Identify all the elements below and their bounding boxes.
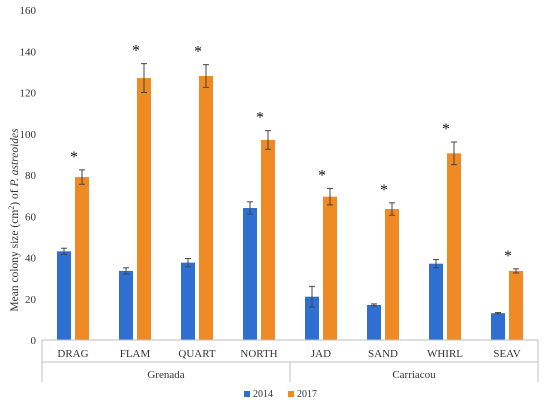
legend: 2014 2017 (244, 389, 317, 400)
significance-star: * (194, 44, 202, 61)
category-label-north: NORTH (240, 348, 277, 360)
legend-swatch-2017 (288, 391, 294, 397)
axes (41, 339, 539, 382)
significance-star: * (504, 248, 512, 265)
group-label-grenada: Grenada (147, 369, 184, 381)
bar-2014-sand (367, 304, 381, 340)
significance-star: * (380, 182, 388, 199)
y-tick-label: 140 (20, 46, 37, 58)
bar-2014-flam (119, 270, 133, 340)
bar-2017-north (261, 139, 275, 340)
bar-2017-flam (137, 78, 151, 340)
category-label-whirl: WHIRL (427, 348, 463, 360)
bar-2014-whirl (429, 263, 443, 340)
category-label-seav: SEAV (493, 348, 520, 360)
category-label-drag: DRAG (57, 348, 88, 360)
bar-2017-jad (323, 196, 337, 340)
significance-star: * (70, 149, 78, 166)
y-tick-label: 80 (25, 170, 37, 182)
bar-2014-quart (181, 262, 195, 340)
category-label-jad: JAD (311, 348, 331, 360)
y-tick-label: 160 (20, 5, 37, 17)
bar-2014-jad (305, 296, 319, 340)
legend-swatch-2014 (244, 391, 250, 397)
bar-2017-seav (509, 270, 523, 340)
y-tick-label: 120 (20, 88, 37, 100)
x-axis-labels: DRAG FLAM QUART NORTH JAD SAND WHIRL SEAV Grenad… (57, 348, 520, 381)
legend-label-2014: 2014 (253, 389, 273, 400)
significance-star: * (442, 121, 450, 138)
bar-2017-drag (75, 177, 89, 340)
y-axis-label: Mean colony size (cm2) of P. astreoides (7, 128, 22, 312)
y-tick-label: 100 (20, 129, 37, 141)
bar-2017-whirl (447, 153, 461, 340)
category-label-quart: QUART (178, 348, 216, 360)
bar-2014-seav (491, 313, 505, 340)
category-label-flam: FLAM (120, 348, 151, 360)
significance-star: * (318, 167, 326, 184)
bar-2017-sand (385, 209, 399, 340)
group-label-carriacou: Carriacou (392, 369, 436, 381)
significance-star: * (256, 110, 264, 127)
y-tick-label: 20 (25, 294, 37, 306)
y-tick-label: 0 (31, 335, 37, 347)
significance-star: * (132, 43, 140, 60)
bar-2014-drag (57, 251, 71, 340)
y-tick-label: 40 (25, 253, 37, 265)
bar-2014-north (243, 208, 257, 340)
y-axis-ticks: 0 20 40 60 80 100 120 140 160 (20, 5, 37, 347)
category-label-sand: SAND (368, 348, 398, 360)
bar-2017-quart (199, 76, 213, 340)
legend-label-2017: 2017 (297, 389, 317, 400)
y-tick-label: 60 (25, 211, 37, 223)
bars: * * * * * * * * (57, 43, 523, 340)
